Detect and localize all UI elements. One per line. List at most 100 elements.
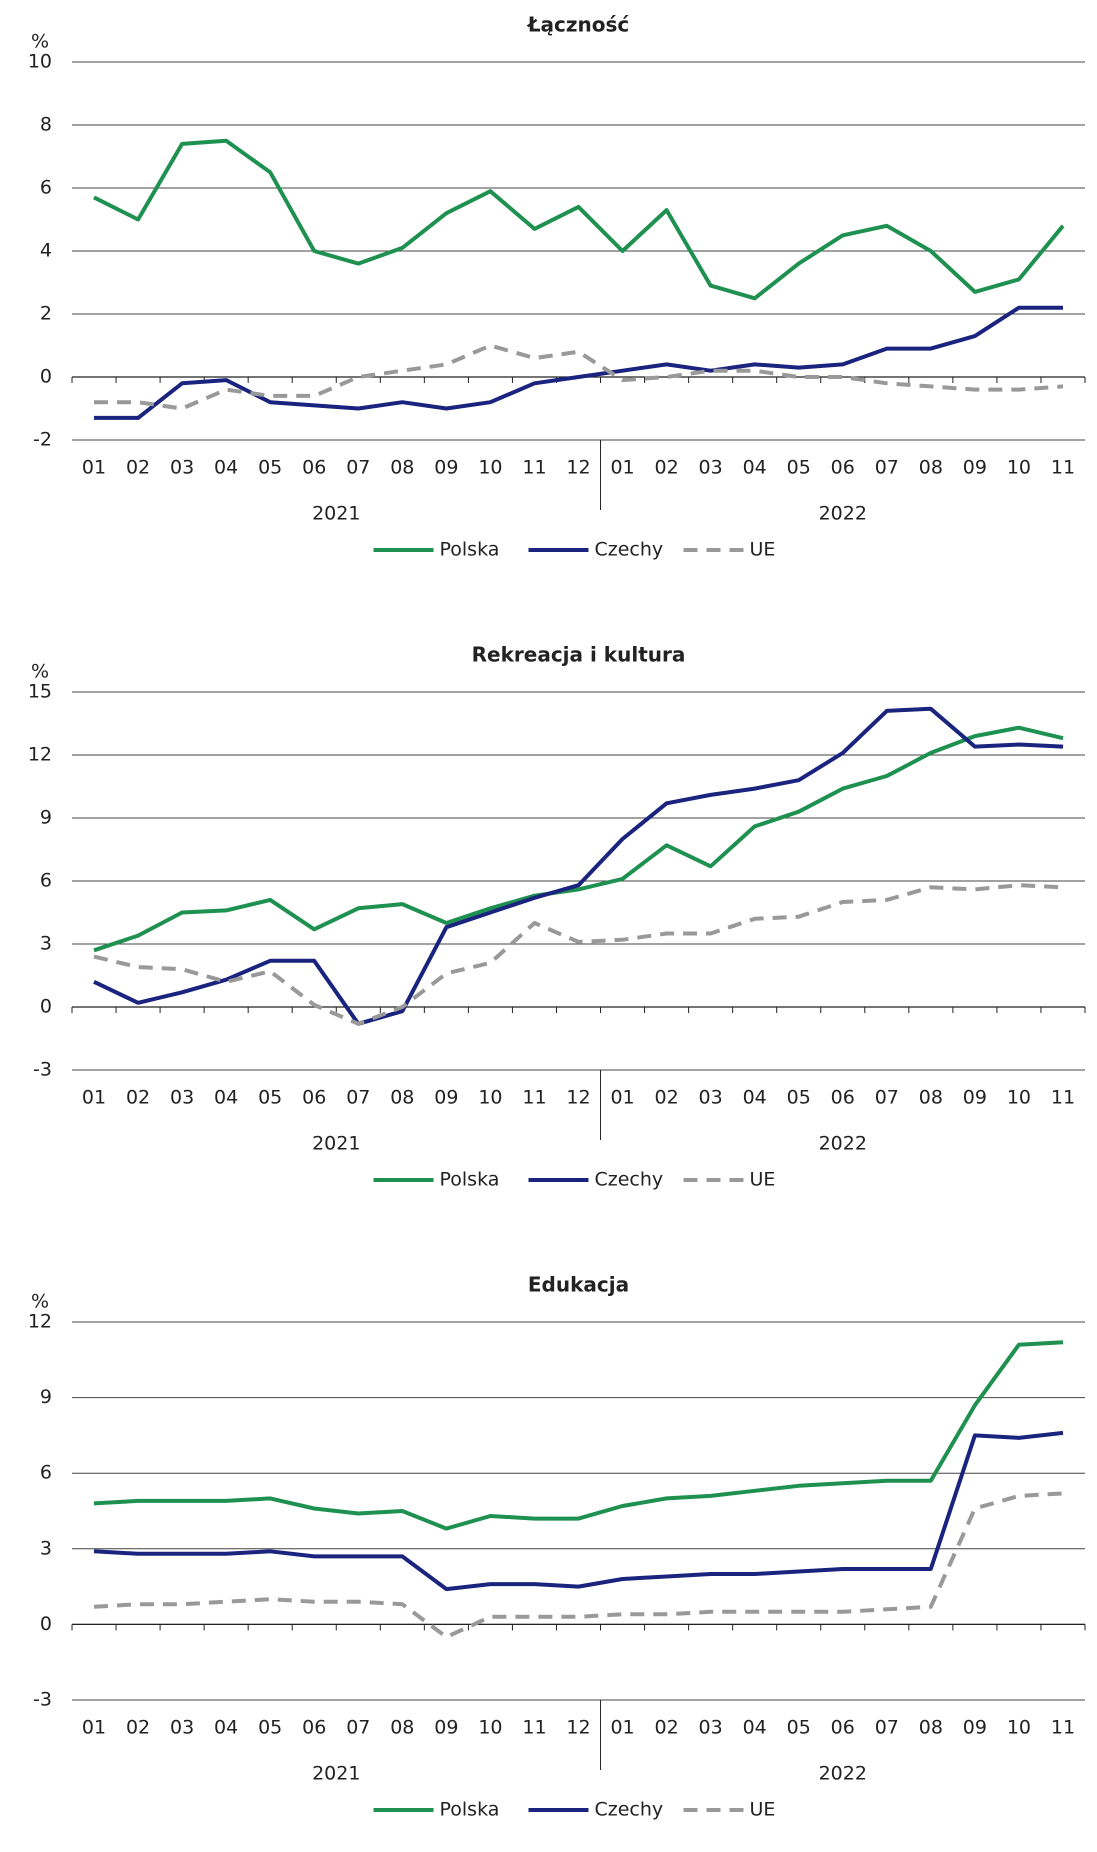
x-tick-label: 10 bbox=[478, 1087, 502, 1109]
x-tick-label: 09 bbox=[963, 1717, 987, 1739]
x-tick-label: 07 bbox=[346, 1717, 370, 1739]
x-tick-label: 08 bbox=[919, 457, 943, 479]
x-tick-label: 02 bbox=[654, 1087, 678, 1109]
x-tick-label: 05 bbox=[258, 1087, 282, 1109]
y-tick-label: 6 bbox=[40, 177, 52, 199]
x-tick-label: 06 bbox=[302, 457, 326, 479]
x-tick-label: 03 bbox=[170, 457, 194, 479]
x-tick-label: 09 bbox=[434, 1087, 458, 1109]
x-tick-label: 09 bbox=[963, 1087, 987, 1109]
series-line bbox=[93, 1430, 1064, 1592]
legend-label: Polska bbox=[440, 1799, 500, 1821]
legend-label: Czechy bbox=[595, 1169, 664, 1191]
y-tick-label: 2 bbox=[40, 303, 52, 325]
y-axis-label: % bbox=[31, 661, 49, 683]
series-line bbox=[94, 305, 1063, 420]
x-tick-label: 05 bbox=[787, 1087, 811, 1109]
x-tick-label: 12 bbox=[566, 457, 590, 479]
chart-title: Rekreacja i kultura bbox=[472, 643, 686, 667]
x-tick-label: 09 bbox=[434, 457, 458, 479]
y-tick-label: 12 bbox=[28, 1311, 52, 1333]
x-tick-label: 01 bbox=[82, 1087, 106, 1109]
x-tick-label: 07 bbox=[875, 457, 899, 479]
legend-label: Czechy bbox=[595, 1799, 664, 1821]
x-tick-label: 02 bbox=[126, 1087, 150, 1109]
x-tick-label: 10 bbox=[478, 1717, 502, 1739]
x-tick-label: 06 bbox=[831, 1087, 855, 1109]
series-line bbox=[94, 343, 1064, 411]
x-tick-label: 08 bbox=[919, 1087, 943, 1109]
y-tick-label: 9 bbox=[40, 1386, 52, 1408]
series-line bbox=[93, 725, 1064, 953]
y-tick-label: -3 bbox=[33, 1689, 52, 1711]
y-tick-label: -3 bbox=[33, 1059, 52, 1081]
x-tick-label: 04 bbox=[743, 1087, 767, 1109]
x-tick-label: 03 bbox=[170, 1087, 194, 1109]
x-tick-label: 01 bbox=[82, 457, 106, 479]
x-tick-label: 09 bbox=[963, 457, 987, 479]
x-tick-label: 10 bbox=[1007, 1087, 1031, 1109]
y-tick-label: 12 bbox=[28, 744, 52, 766]
y-tick-label: 10 bbox=[28, 51, 52, 73]
series-line bbox=[93, 1340, 1064, 1531]
x-tick-label: 06 bbox=[831, 1717, 855, 1739]
x-tick-label: 04 bbox=[214, 1717, 238, 1739]
x-tick-label: 12 bbox=[566, 1717, 590, 1739]
x-tick-label: 11 bbox=[1051, 1087, 1075, 1109]
y-axis-label: % bbox=[31, 31, 49, 53]
year-label: 2021 bbox=[312, 1763, 360, 1785]
x-tick-label: 10 bbox=[1007, 1717, 1031, 1739]
chart-title: Edukacja bbox=[528, 1273, 629, 1297]
y-tick-label: -2 bbox=[33, 429, 52, 451]
x-tick-label: 06 bbox=[302, 1087, 326, 1109]
x-tick-label: 01 bbox=[82, 1717, 106, 1739]
x-tick-label: 05 bbox=[258, 457, 282, 479]
x-tick-label: 03 bbox=[699, 1717, 723, 1739]
legend-label: Czechy bbox=[595, 539, 664, 561]
x-tick-label: 04 bbox=[743, 1717, 767, 1739]
legend-label: UE bbox=[750, 1169, 776, 1191]
x-tick-label: 08 bbox=[919, 1717, 943, 1739]
x-tick-label: 01 bbox=[610, 457, 634, 479]
y-tick-label: 6 bbox=[40, 1462, 52, 1484]
legend-label: Polska bbox=[440, 1169, 500, 1191]
x-tick-label: 08 bbox=[390, 1717, 414, 1739]
x-tick-label: 03 bbox=[699, 457, 723, 479]
y-tick-label: 0 bbox=[40, 996, 52, 1018]
x-tick-label: 11 bbox=[522, 1087, 546, 1109]
x-tick-label: 01 bbox=[610, 1087, 634, 1109]
x-tick-label: 04 bbox=[743, 457, 767, 479]
year-label: 2021 bbox=[312, 503, 360, 525]
y-tick-label: 8 bbox=[40, 114, 52, 136]
x-tick-label: 02 bbox=[654, 457, 678, 479]
x-tick-label: 04 bbox=[214, 1087, 238, 1109]
year-label: 2022 bbox=[819, 503, 867, 525]
x-tick-label: 11 bbox=[1051, 1717, 1075, 1739]
year-label: 2021 bbox=[312, 1133, 360, 1155]
series-line bbox=[93, 1491, 1064, 1639]
x-tick-label: 04 bbox=[214, 457, 238, 479]
x-tick-label: 07 bbox=[346, 1087, 370, 1109]
x-tick-label: 11 bbox=[1051, 457, 1075, 479]
x-tick-label: 07 bbox=[346, 457, 370, 479]
year-label: 2022 bbox=[819, 1133, 867, 1155]
x-tick-label: 05 bbox=[787, 457, 811, 479]
year-label: 2022 bbox=[819, 1763, 867, 1785]
y-tick-label: 15 bbox=[28, 681, 52, 703]
x-tick-label: 06 bbox=[302, 1717, 326, 1739]
x-tick-label: 03 bbox=[170, 1717, 194, 1739]
x-tick-label: 06 bbox=[831, 457, 855, 479]
x-tick-label: 02 bbox=[126, 457, 150, 479]
x-tick-label: 11 bbox=[522, 457, 546, 479]
y-tick-label: 3 bbox=[40, 933, 52, 955]
series-line bbox=[93, 883, 1064, 1026]
x-tick-label: 01 bbox=[610, 1717, 634, 1739]
x-tick-label: 10 bbox=[1007, 457, 1031, 479]
y-tick-label: 3 bbox=[40, 1537, 52, 1559]
x-tick-label: 08 bbox=[390, 1087, 414, 1109]
x-tick-label: 10 bbox=[478, 457, 502, 479]
x-tick-label: 12 bbox=[566, 1087, 590, 1109]
x-tick-label: 07 bbox=[875, 1087, 899, 1109]
chart-title: Łączność bbox=[527, 13, 630, 37]
x-tick-label: 08 bbox=[390, 457, 414, 479]
